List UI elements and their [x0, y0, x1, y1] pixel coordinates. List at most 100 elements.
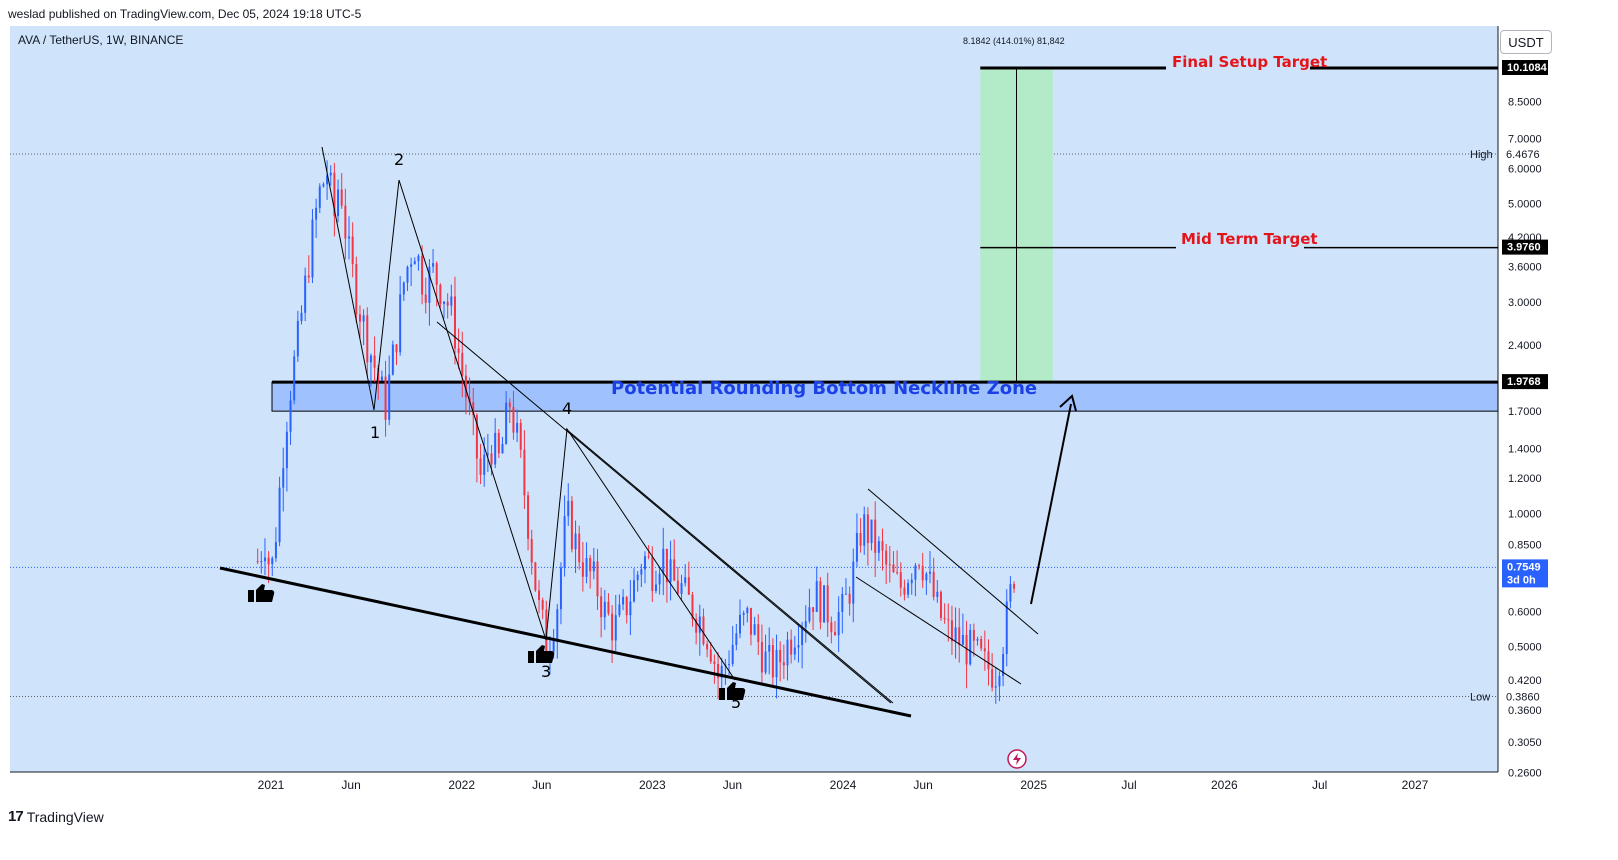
candle: [519, 418, 522, 458]
candle: [782, 644, 785, 680]
candle: [863, 506, 866, 555]
price-axis-bg[interactable]: [1498, 26, 1558, 772]
candle-body: [362, 315, 365, 322]
price-tick: 0.4200: [1508, 675, 1542, 687]
projection-area[interactable]: [980, 66, 1498, 383]
candle: [508, 398, 511, 424]
candle: [432, 248, 435, 273]
trend-drawings[interactable]: [219, 146, 1077, 718]
price-tick: 3.0000: [1508, 297, 1542, 309]
candle-body: [417, 255, 420, 262]
candle-body: [585, 558, 588, 577]
mid-target-label[interactable]: Mid Term Target: [1181, 230, 1318, 248]
upper-trendline[interactable]: [436, 321, 892, 704]
candle: [939, 590, 942, 621]
candle-body: [859, 533, 862, 546]
neckline-zone[interactable]: [271, 380, 1499, 412]
candle: [662, 527, 665, 596]
candle-body: [395, 344, 398, 353]
candle: [932, 557, 935, 601]
candle: [570, 496, 573, 553]
price-tick: 0.8500: [1508, 540, 1542, 552]
candle: [676, 566, 679, 596]
candle: [410, 257, 413, 287]
candle: [530, 529, 533, 575]
tradingview-logo-icon: 17: [8, 808, 24, 825]
candle-body: [285, 431, 288, 469]
time-tick: Jun: [723, 778, 742, 792]
breakout-arrow-head[interactable]: [1059, 394, 1077, 412]
candle: [855, 513, 858, 568]
candle: [983, 630, 986, 671]
candle: [815, 566, 818, 613]
candle-body: [969, 629, 972, 665]
candle: [742, 610, 745, 626]
thumbs-up-icon: [248, 584, 275, 602]
candle: [603, 589, 606, 630]
final-target-text-bg: [1166, 52, 1310, 72]
candle: [702, 608, 705, 646]
candle-body: [848, 593, 851, 604]
candle-body: [812, 607, 815, 612]
candle-body: [881, 541, 884, 551]
candle: [797, 623, 800, 663]
time-axis[interactable]: 2021 Jun 2022 Jun 2023 Jun 2024 Jun 2025 Jul 2026 J…: [258, 778, 1429, 792]
wave-label-1: 1: [370, 423, 380, 442]
time-tick: 2026: [1211, 778, 1238, 792]
candle: [804, 605, 807, 643]
candle: [757, 614, 760, 656]
candle-body: [998, 675, 1001, 687]
tradingview-logo[interactable]: 17 TradingView: [8, 808, 104, 825]
candle: [497, 428, 500, 458]
price-axis[interactable]: 8.50007.00006.00005.00004.20003.60003.00…: [1470, 96, 1542, 779]
price-tick: 0.3050: [1508, 737, 1542, 749]
candle: [282, 447, 285, 512]
channel-lower-line[interactable]: [855, 576, 1022, 685]
candle: [888, 545, 891, 583]
candle: [501, 436, 504, 454]
candle-body: [874, 519, 877, 553]
inner-trendline[interactable]: [565, 428, 894, 704]
wave-label-5: 5: [731, 693, 741, 712]
candle-body: [815, 581, 818, 612]
candle-body: [1002, 654, 1005, 676]
candle: [680, 574, 683, 601]
candle-body: [753, 624, 756, 635]
candle-body: [611, 613, 614, 641]
candle: [760, 624, 763, 683]
channel-upper-line[interactable]: [867, 488, 1039, 635]
candle-body: [446, 301, 449, 306]
candle-body: [717, 663, 720, 678]
candle-body: [939, 591, 942, 618]
candle: [567, 483, 570, 526]
price-tag-bg: [1502, 374, 1548, 390]
candle-body: [278, 487, 281, 543]
candle-body: [486, 453, 489, 455]
candle-body: [304, 275, 307, 313]
currency-button[interactable]: USDT: [1500, 30, 1552, 54]
support-trendline[interactable]: [219, 566, 912, 718]
candle-body: [950, 620, 953, 642]
candle-body: [318, 186, 321, 208]
event-lightning-icon[interactable]: [1007, 749, 1027, 769]
candle: [713, 654, 716, 684]
candle-body: [538, 590, 541, 601]
final-target-label[interactable]: Final Setup Target: [1172, 53, 1327, 71]
breakout-arrow[interactable]: [1030, 403, 1072, 605]
price-tick: 0.6000: [1508, 607, 1542, 619]
candle: [523, 430, 526, 509]
neckline-zone-label[interactable]: Potential Rounding Bottom Neckline Zone: [611, 378, 1037, 399]
candle: [402, 281, 405, 302]
wave-zigzag[interactable]: [373, 179, 736, 681]
wave-leg-start[interactable]: [321, 146, 375, 411]
candle-body: [567, 500, 570, 517]
candle: [311, 209, 314, 283]
candle-body: [622, 596, 625, 605]
candle-body: [903, 587, 906, 595]
candle: [738, 599, 741, 639]
time-tick: 2023: [639, 778, 666, 792]
candle-body: [976, 638, 979, 641]
candle: [618, 594, 621, 618]
candle: [823, 585, 826, 623]
